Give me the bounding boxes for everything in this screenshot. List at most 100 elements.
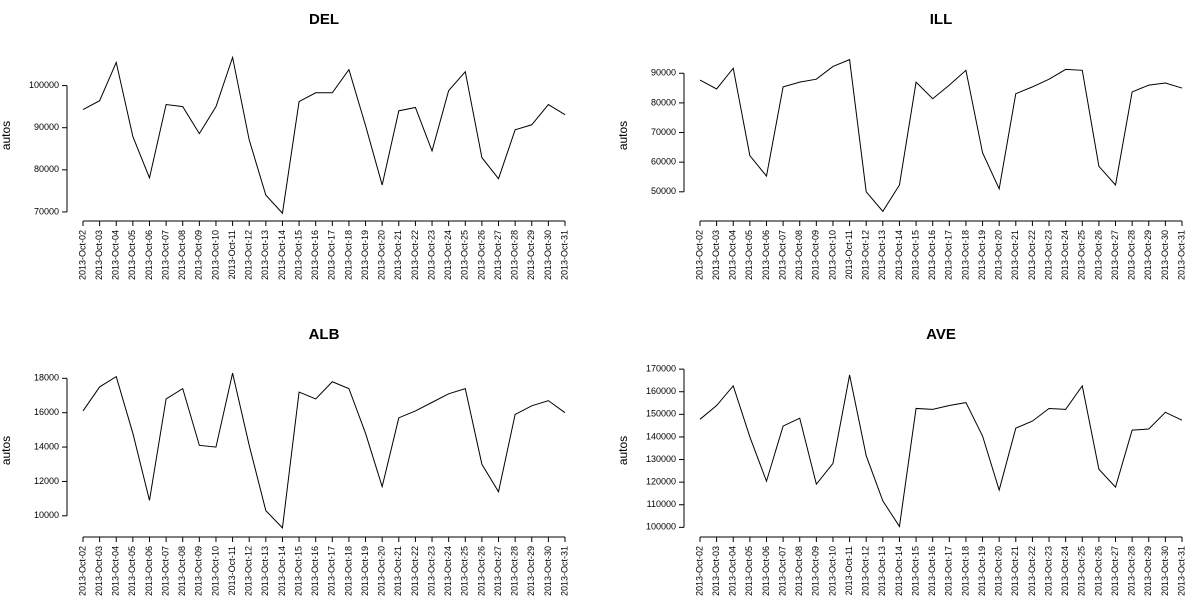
x-tick-label: 2013-Oct-06 — [761, 230, 771, 280]
x-tick-label: 2013-Oct-09 — [194, 230, 204, 280]
x-tick-label: 2013-Oct-26 — [476, 230, 486, 280]
x-tick-label: 2013-Oct-29 — [1143, 230, 1153, 280]
x-tick-label: 2013-Oct-08 — [794, 230, 804, 280]
y-tick-label: 10000 — [34, 510, 59, 520]
x-tick-label: 2013-Oct-22 — [410, 546, 420, 596]
x-tick-label: 2013-Oct-22 — [410, 230, 420, 280]
y-tick-label: 50000 — [651, 186, 676, 196]
x-tick-label: 2013-Oct-13 — [260, 230, 270, 280]
x-tick-label: 2013-Oct-07 — [160, 230, 170, 280]
x-tick-label: 2013-Oct-24 — [1060, 230, 1070, 280]
x-tick-label: 2013-Oct-31 — [1176, 546, 1186, 596]
y-axis-label: autos — [616, 121, 630, 150]
y-tick-label: 80000 — [651, 97, 676, 107]
x-tick-label: 2013-Oct-06 — [761, 546, 771, 596]
x-tick-label: 2013-Oct-20 — [994, 546, 1004, 596]
x-tick-label: 2013-Oct-02 — [694, 546, 704, 596]
x-tick-label: 2013-Oct-25 — [1077, 546, 1087, 596]
x-tick-label: 2013-Oct-06 — [144, 230, 154, 280]
x-tick-label: 2013-Oct-30 — [543, 230, 553, 280]
x-tick-label: 2013-Oct-02 — [77, 546, 87, 596]
y-tick-label: 160000 — [646, 386, 676, 396]
x-tick-label: 2013-Oct-10 — [210, 546, 220, 596]
x-tick-label: 2013-Oct-18 — [960, 230, 970, 280]
x-tick-label: 2013-Oct-17 — [327, 230, 337, 280]
x-tick-label: 2013-Oct-29 — [1143, 546, 1153, 596]
x-tick-label: 2013-Oct-04 — [728, 546, 738, 596]
x-tick-label: 2013-Oct-25 — [1077, 230, 1087, 280]
y-tick-label: 130000 — [646, 454, 676, 464]
x-tick-label: 2013-Oct-23 — [1043, 230, 1053, 280]
x-tick-label: 2013-Oct-02 — [694, 230, 704, 280]
x-tick-label: 2013-Oct-15 — [910, 546, 920, 596]
x-tick-label: 2013-Oct-17 — [944, 230, 954, 280]
y-axis-label: autos — [0, 436, 13, 465]
y-tick-label: 70000 — [34, 206, 59, 216]
x-tick-label: 2013-Oct-05 — [744, 230, 754, 280]
x-tick-label: 2013-Oct-22 — [1027, 230, 1037, 280]
x-tick-label: 2013-Oct-03 — [94, 230, 104, 280]
x-tick-label: 2013-Oct-07 — [777, 546, 787, 596]
x-tick-label: 2013-Oct-28 — [1127, 546, 1137, 596]
x-tick-label: 2013-Oct-18 — [343, 546, 353, 596]
x-tick-label: 2013-Oct-26 — [476, 546, 486, 596]
x-tick-label: 2013-Oct-16 — [927, 230, 937, 280]
y-tick-label: 18000 — [34, 373, 59, 383]
y-axis-label: autos — [0, 121, 13, 150]
x-tick-label: 2013-Oct-10 — [827, 546, 837, 596]
x-tick-label: 2013-Oct-18 — [343, 230, 353, 280]
x-tick-label: 2013-Oct-22 — [1027, 546, 1037, 596]
x-tick-label: 2013-Oct-21 — [393, 546, 403, 596]
x-tick-label: 2013-Oct-13 — [877, 546, 887, 596]
x-tick-label: 2013-Oct-12 — [244, 230, 254, 280]
x-tick-label: 2013-Oct-09 — [811, 230, 821, 280]
y-tick-label: 70000 — [651, 127, 676, 137]
data-line — [699, 58, 1183, 213]
x-tick-label: 2013-Oct-27 — [1110, 546, 1120, 596]
x-tick-label: 2013-Oct-03 — [711, 230, 721, 280]
x-tick-label: 2013-Oct-23 — [426, 230, 436, 280]
x-tick-label: 2013-Oct-15 — [910, 230, 920, 280]
y-tick-label: 90000 — [34, 122, 59, 132]
x-tick-label: 2013-Oct-24 — [1060, 546, 1070, 596]
y-tick-label: 150000 — [646, 409, 676, 419]
x-tick-label: 2013-Oct-31 — [559, 230, 569, 280]
chart-title: ALB — [309, 326, 340, 343]
x-tick-label: 2013-Oct-24 — [443, 546, 453, 596]
y-tick-label: 90000 — [651, 68, 676, 78]
x-tick-label: 2013-Oct-20 — [994, 230, 1004, 280]
y-tick-label: 12000 — [34, 476, 59, 486]
x-tick-label: 2013-Oct-28 — [510, 230, 520, 280]
x-tick-label: 2013-Oct-16 — [310, 230, 320, 280]
x-tick-label: 2013-Oct-27 — [493, 230, 503, 280]
x-tick-label: 2013-Oct-30 — [543, 546, 553, 596]
x-tick-label: 2013-Oct-10 — [827, 230, 837, 280]
x-tick-label: 2013-Oct-25 — [460, 546, 470, 596]
x-tick-label: 2013-Oct-12 — [861, 546, 871, 596]
x-tick-label: 2013-Oct-27 — [1110, 230, 1120, 280]
y-tick-label: 16000 — [34, 407, 59, 417]
y-tick-label: 14000 — [34, 441, 59, 451]
x-tick-label: 2013-Oct-20 — [377, 546, 387, 596]
x-tick-label: 2013-Oct-19 — [977, 230, 987, 280]
x-tick-label: 2013-Oct-26 — [1093, 230, 1103, 280]
x-tick-label: 2013-Oct-10 — [210, 230, 220, 280]
x-tick-label: 2013-Oct-04 — [111, 546, 121, 596]
x-tick-label: 2013-Oct-23 — [1043, 546, 1053, 596]
x-tick-label: 2013-Oct-13 — [877, 230, 887, 280]
x-tick-label: 2013-Oct-30 — [1160, 546, 1170, 596]
x-tick-label: 2013-Oct-05 — [127, 546, 137, 596]
x-tick-label: 2013-Oct-08 — [794, 546, 804, 596]
y-tick-label: 60000 — [651, 157, 676, 167]
x-tick-label: 2013-Oct-06 — [144, 546, 154, 596]
x-tick-label: 2013-Oct-14 — [894, 230, 904, 280]
y-tick-label: 80000 — [34, 164, 59, 174]
chart-title: DEL — [309, 11, 339, 28]
x-tick-label: 2013-Oct-19 — [360, 230, 370, 280]
x-tick-label: 2013-Oct-31 — [559, 546, 569, 596]
x-tick-label: 2013-Oct-21 — [393, 230, 403, 280]
x-tick-label: 2013-Oct-04 — [111, 230, 121, 280]
x-tick-label: 2013-Oct-05 — [127, 230, 137, 280]
x-tick-label: 2013-Oct-14 — [277, 546, 287, 596]
x-tick-label: 2013-Oct-02 — [77, 230, 87, 280]
